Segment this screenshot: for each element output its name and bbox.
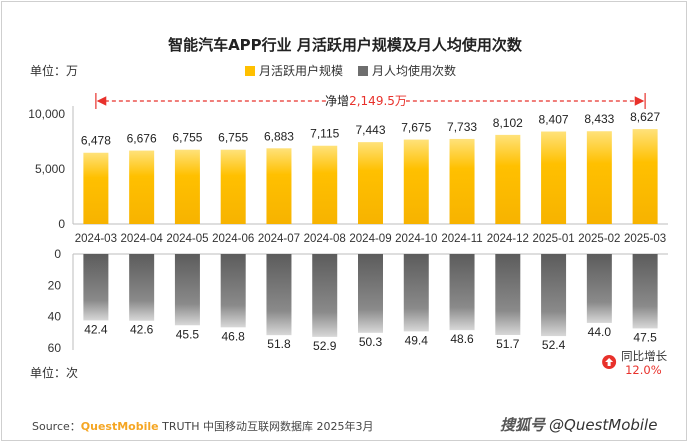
freq-bar bbox=[358, 254, 383, 333]
bottom-y-tick-label: 20 bbox=[48, 278, 62, 292]
freq-bar bbox=[495, 254, 520, 335]
x-category-label: 2024-09 bbox=[349, 233, 391, 245]
x-category-label: 2024-07 bbox=[258, 233, 300, 245]
x-category-label: 2024-06 bbox=[212, 233, 254, 245]
x-category-label: 2024-11 bbox=[441, 233, 482, 245]
freq-bar bbox=[587, 254, 612, 323]
top-y-tick-label: 0 bbox=[58, 217, 65, 231]
bottom-unit-label: 单位：次 bbox=[30, 364, 78, 381]
mau-bar bbox=[83, 153, 108, 224]
x-category-label: 2025-02 bbox=[578, 233, 620, 245]
freq-bar bbox=[266, 254, 291, 335]
source-prefix: Source： bbox=[32, 420, 81, 433]
freq-value-label: 48.6 bbox=[450, 332, 474, 346]
x-category-label: 2024-12 bbox=[487, 233, 529, 245]
mau-value-label: 6,755 bbox=[172, 131, 202, 145]
bottom-y-tick-label: 0 bbox=[54, 247, 61, 261]
freq-value-label: 42.4 bbox=[84, 322, 108, 336]
mau-bar bbox=[221, 150, 246, 224]
chart-svg: 10,000 5,000 0 0 20 40 60 6,478 6,676 6,755 6,755 6… bbox=[0, 0, 690, 444]
freq-bar bbox=[404, 254, 429, 331]
mau-value-label: 7,675 bbox=[401, 121, 431, 135]
freq-value-label: 44.0 bbox=[588, 325, 612, 339]
freq-value-label: 49.4 bbox=[405, 333, 429, 347]
freq-value-label: 51.7 bbox=[496, 337, 520, 351]
source-brand: QuestMobile bbox=[81, 420, 159, 433]
x-category-label: 2025-03 bbox=[624, 233, 666, 245]
mau-value-label: 6,676 bbox=[127, 132, 157, 146]
freq-value-label: 46.8 bbox=[222, 329, 246, 343]
freq-value-label: 47.5 bbox=[633, 330, 657, 344]
mau-bar bbox=[495, 135, 520, 224]
x-category-label: 2024-04 bbox=[121, 233, 164, 245]
freq-bar bbox=[633, 254, 658, 328]
x-category-label: 2025-01 bbox=[532, 233, 574, 245]
x-category-label: 2024-10 bbox=[395, 233, 437, 245]
mau-value-label: 8,102 bbox=[493, 116, 523, 130]
bottom-y-tick-label: 40 bbox=[48, 310, 62, 324]
mau-value-label: 7,443 bbox=[355, 123, 385, 137]
mau-bar bbox=[404, 140, 429, 224]
yoy-label: 同比增长 bbox=[621, 349, 667, 363]
mau-bar bbox=[587, 131, 612, 224]
freq-bar bbox=[312, 254, 337, 337]
freq-value-label: 52.4 bbox=[542, 338, 566, 352]
freq-value-label: 42.6 bbox=[130, 323, 154, 337]
top-y-tick-label: 5,000 bbox=[35, 162, 65, 176]
mau-bar bbox=[450, 139, 475, 224]
mau-value-label: 6,478 bbox=[81, 134, 111, 148]
net-increase-prefix: 净增 bbox=[325, 94, 349, 108]
mau-bar bbox=[175, 150, 200, 224]
x-category-label: 2024-05 bbox=[166, 233, 208, 245]
freq-bar bbox=[83, 254, 108, 320]
net-increase-label: 净增2,149.5万 bbox=[325, 94, 407, 108]
freq-bar bbox=[541, 254, 566, 336]
net-increase-value: 2,149.5万 bbox=[349, 94, 407, 108]
x-category-label: 2024-08 bbox=[304, 233, 346, 245]
source-rest: TRUTH 中国移动互联网数据库 2025年3月 bbox=[159, 420, 374, 433]
freq-bar bbox=[129, 254, 154, 321]
source-note: Source：QuestMobile TRUTH 中国移动互联网数据库 2025… bbox=[32, 418, 374, 434]
freq-value-label: 52.9 bbox=[313, 339, 337, 353]
mau-bar bbox=[129, 151, 154, 224]
mau-value-label: 7,733 bbox=[447, 120, 477, 134]
mau-bar bbox=[358, 142, 383, 224]
mau-value-label: 7,115 bbox=[310, 127, 339, 141]
bottom-y-tick-label: 60 bbox=[48, 341, 62, 355]
freq-bar bbox=[221, 254, 246, 327]
freq-bar bbox=[450, 254, 475, 330]
mau-value-label: 8,627 bbox=[630, 110, 660, 124]
mau-bar bbox=[266, 148, 291, 224]
freq-value-label: 50.3 bbox=[359, 335, 383, 349]
mau-bar bbox=[633, 129, 658, 224]
mau-bar bbox=[541, 132, 566, 224]
freq-bar bbox=[175, 254, 200, 325]
mau-value-label: 8,407 bbox=[539, 113, 569, 127]
mau-bar bbox=[312, 146, 337, 224]
yoy-value: 12.0% bbox=[625, 363, 662, 377]
mau-value-label: 6,755 bbox=[218, 131, 248, 145]
watermark-handle: @QuestMobile bbox=[549, 416, 657, 434]
mau-value-label: 6,883 bbox=[264, 129, 294, 143]
watermark: 搜狐号 @QuestMobile bbox=[500, 414, 657, 435]
freq-value-label: 45.5 bbox=[176, 327, 200, 341]
top-y-tick-label: 10,000 bbox=[28, 107, 65, 121]
freq-value-label: 51.8 bbox=[267, 337, 291, 351]
watermark-logo: 搜狐号 bbox=[500, 416, 545, 434]
x-category-label: 2024-03 bbox=[75, 233, 117, 245]
mau-value-label: 8,433 bbox=[584, 112, 614, 126]
